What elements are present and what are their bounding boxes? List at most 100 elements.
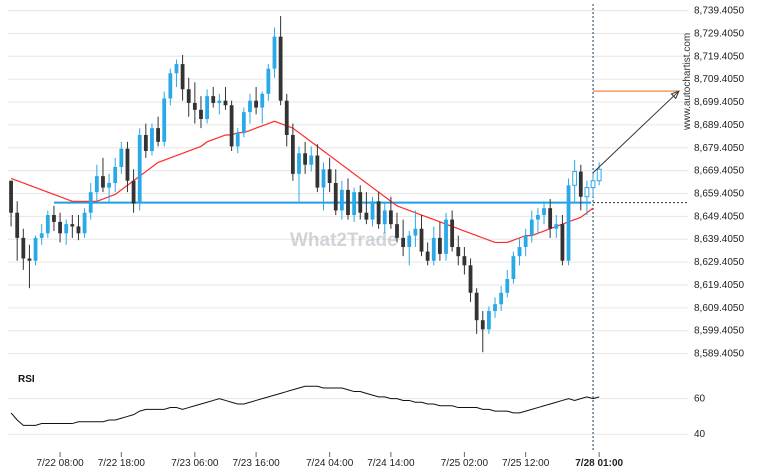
candle-body — [107, 182, 111, 188]
candle-body — [548, 208, 553, 229]
candle — [9, 180, 13, 227]
candle — [523, 228, 528, 257]
candle-body — [125, 148, 130, 181]
candle-body — [94, 176, 99, 193]
candle — [119, 141, 124, 174]
candle-body — [413, 228, 418, 236]
rsi-grid — [8, 398, 688, 435]
candle — [474, 288, 479, 334]
candle — [272, 27, 277, 78]
candle-body — [119, 148, 124, 167]
candle — [376, 192, 381, 229]
candle — [499, 285, 504, 312]
candle — [168, 68, 173, 106]
candle-body — [131, 180, 136, 204]
candle — [572, 160, 578, 204]
candle-body — [297, 153, 301, 174]
time-axis: 7/22 08:00 7/22 18:00 7/23 06:00 7/23 16:00… — [36, 452, 624, 469]
candle-body — [272, 36, 277, 69]
candle — [382, 203, 387, 234]
candle-body — [566, 185, 571, 261]
candle-body — [529, 219, 534, 236]
candles — [9, 16, 602, 353]
candle — [450, 210, 455, 252]
candle — [431, 226, 436, 266]
candle — [297, 146, 301, 202]
rsi-line — [10, 385, 600, 426]
candle — [327, 157, 332, 193]
candle-body — [505, 279, 510, 293]
candle — [101, 157, 105, 193]
price-tick-label: 8,589.4050 — [694, 349, 744, 360]
candle-body — [584, 187, 590, 198]
site-credit: www.autochartist.com — [682, 33, 693, 131]
candle-body — [205, 96, 209, 119]
candle-body — [376, 201, 381, 225]
candle-body — [333, 182, 338, 211]
rsi-tick-label: 40 — [694, 429, 706, 440]
candle — [590, 173, 596, 197]
candle-body — [303, 153, 308, 165]
price-tick-label: 8,679.4050 — [694, 143, 744, 154]
candle-body — [321, 169, 326, 188]
time-tick-label: 7/28 01:00 — [575, 458, 623, 469]
candle-body — [248, 100, 252, 113]
price-tick-label: 8,649.4050 — [694, 211, 744, 222]
price-tick-label: 8,659.4050 — [694, 189, 744, 200]
candle — [505, 269, 510, 298]
price-tick-label: 8,669.4050 — [694, 166, 744, 177]
candle — [284, 93, 289, 147]
candle — [39, 224, 44, 245]
projection-arrow-line — [592, 90, 680, 174]
candle — [548, 199, 553, 238]
candle-body — [290, 134, 295, 174]
candle-body — [499, 292, 504, 305]
candle — [560, 215, 565, 266]
candle-body — [45, 215, 50, 234]
candle-body — [382, 210, 387, 225]
time-tick-label: 7/23 06:00 — [171, 458, 219, 469]
candle-body — [395, 224, 399, 238]
candle — [107, 173, 111, 204]
candle — [395, 212, 399, 243]
candle-body — [487, 311, 491, 330]
candle — [82, 208, 87, 238]
candle-body — [58, 221, 62, 234]
candle-body — [419, 228, 424, 252]
candle-body — [137, 134, 142, 204]
price-axis: 8,739.4050 8,729.4050 8,719.4050 8,709.4050… — [694, 6, 744, 360]
price-tick-label: 8,729.4050 — [694, 28, 744, 39]
candle — [162, 91, 167, 147]
candle-body — [407, 235, 412, 248]
candle-body — [64, 224, 69, 234]
price-tick-label: 8,619.4050 — [694, 280, 744, 291]
candle — [266, 64, 271, 101]
candle — [125, 141, 130, 193]
candle-body — [162, 98, 167, 142]
price-tick-label: 8,719.4050 — [694, 51, 744, 62]
candle-body — [444, 219, 448, 254]
candle-body — [9, 180, 13, 213]
price-tick-label: 8,699.4050 — [694, 97, 744, 108]
candle — [407, 231, 412, 266]
candle — [113, 157, 118, 193]
candle-body — [192, 102, 197, 110]
candle-body — [388, 210, 393, 225]
candle — [131, 169, 136, 213]
candle-body — [315, 155, 320, 188]
candle — [290, 123, 295, 181]
candle — [180, 54, 185, 101]
candle — [511, 251, 516, 284]
candle — [309, 146, 314, 172]
candle — [156, 116, 160, 147]
candle — [437, 221, 442, 261]
candle — [388, 196, 393, 229]
candle-body — [542, 208, 546, 216]
candle-body — [352, 192, 357, 216]
candle — [223, 86, 228, 110]
candle-body — [425, 251, 430, 261]
candle-body — [156, 128, 160, 142]
candle — [94, 164, 99, 202]
rsi-tick-label: 60 — [694, 394, 706, 405]
